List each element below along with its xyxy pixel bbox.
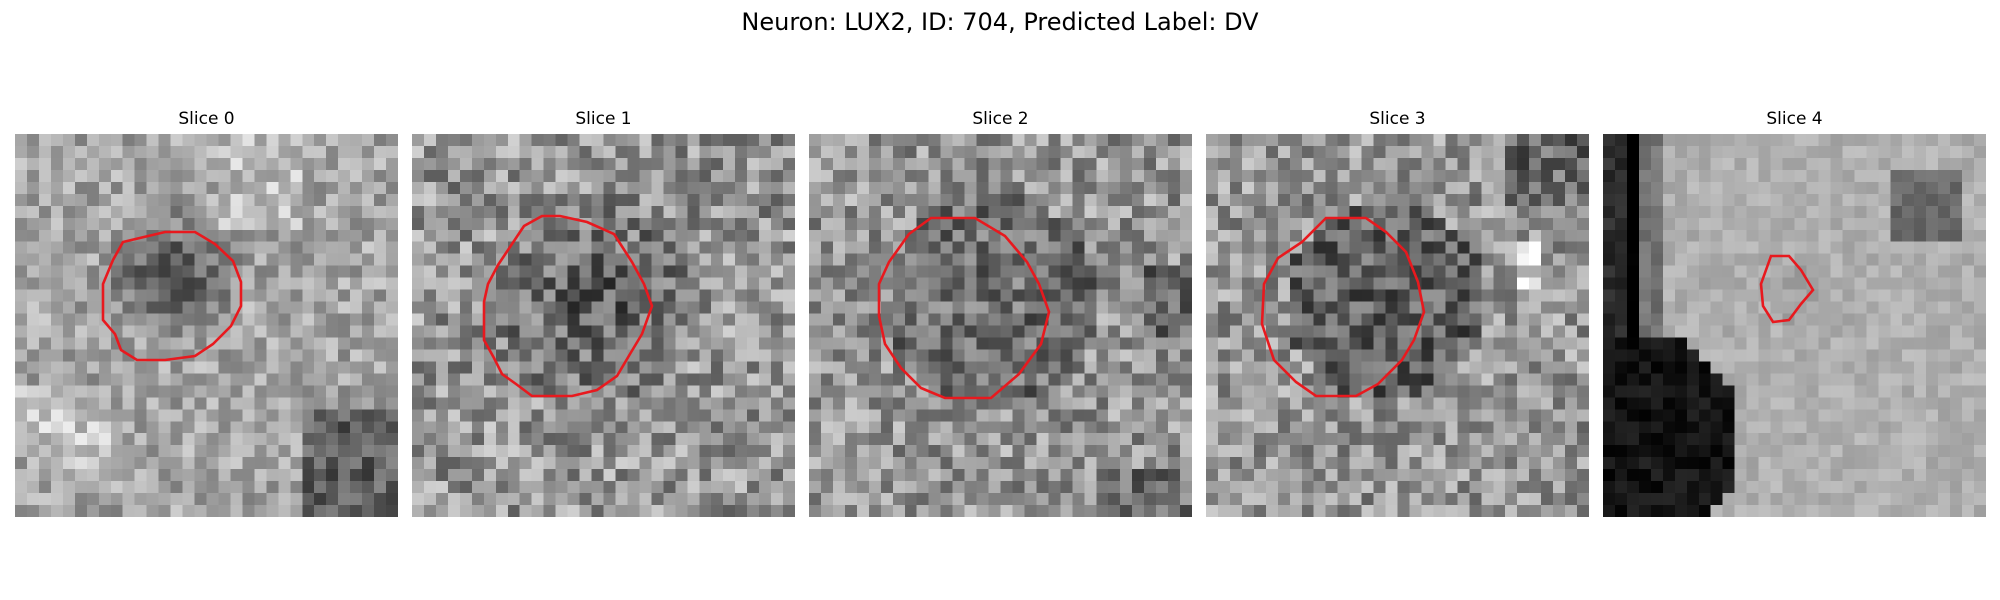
slice-image [15,134,398,517]
slice-image [1206,134,1589,517]
slice-panel-0: Slice 0 [15,108,398,524]
slice-title: Slice 0 [178,109,235,129]
slice-panel-4: Slice 4 [1603,108,1986,524]
slice-panel-3: Slice 3 [1206,108,1589,524]
slice-title: Slice 1 [575,109,632,129]
slice-image [809,134,1192,517]
slice-panel-1: Slice 1 [412,108,795,524]
slice-title: Slice 3 [1369,109,1426,129]
slice-title: Slice 4 [1766,109,1823,129]
neuron-contour [1759,254,1815,324]
neuron-contour [101,230,243,362]
figure-title: Neuron: LUX2, ID: 704, Predicted Label: … [741,8,1259,36]
slice-image [1603,134,1986,517]
slice-panel-2: Slice 2 [809,108,1192,524]
slice-title: Slice 2 [972,109,1029,129]
neuron-contour [482,214,654,398]
slice-image [412,134,795,517]
neuron-contour [877,216,1051,400]
neuron-contour [1260,216,1426,398]
